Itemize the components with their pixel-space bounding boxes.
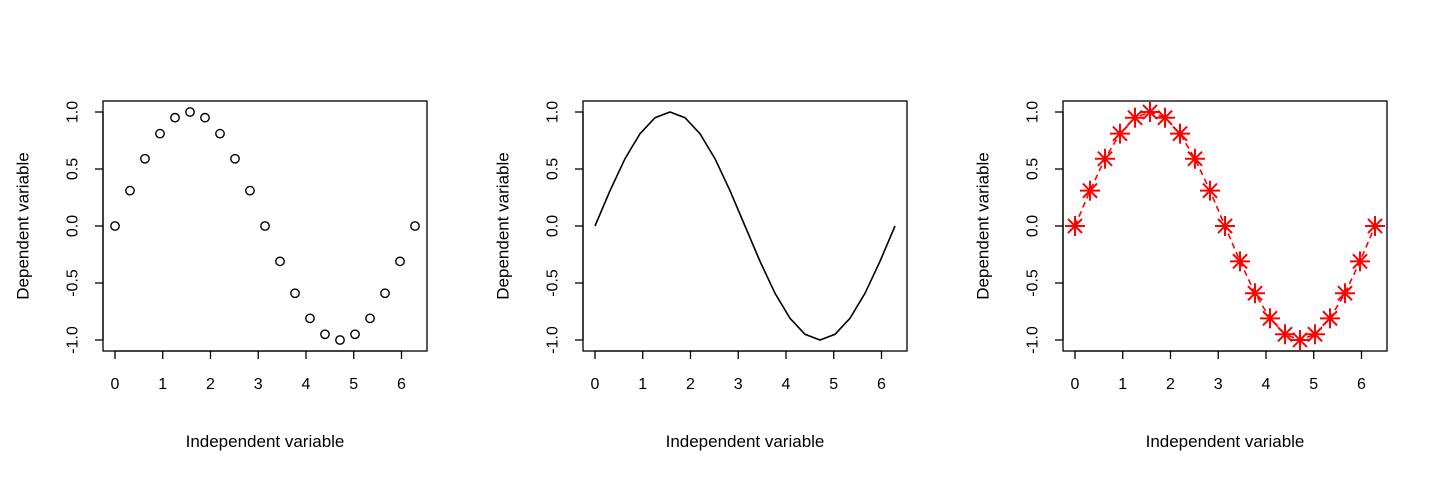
x-tick-label: 6 (877, 376, 886, 393)
data-point (1335, 283, 1356, 304)
y-axis-title: Dependent variable (14, 152, 33, 299)
x-tick-label: 5 (1309, 376, 1318, 393)
x-tick-label: 4 (782, 376, 791, 393)
y-tick-label: 0.5 (545, 158, 562, 180)
x-tick-label: 1 (158, 376, 167, 393)
data-point (1215, 216, 1236, 236)
x-tick-label: 5 (829, 376, 838, 393)
data-point (185, 107, 195, 117)
data-point (1184, 148, 1205, 169)
data-point (1169, 123, 1190, 144)
x-axis-title: Independent variable (186, 432, 345, 451)
data-point (1274, 324, 1295, 345)
y-axis-title: Dependent variable (974, 152, 993, 299)
data-point (1155, 107, 1176, 128)
data-point (1125, 107, 1146, 128)
data-point (320, 329, 330, 340)
data-point (260, 221, 270, 231)
data-point (350, 329, 360, 340)
data-point (215, 128, 225, 139)
x-tick-label: 1 (638, 376, 647, 393)
series-line (594, 111, 896, 341)
x-axis-title: Independent variable (666, 432, 825, 451)
data-point (275, 256, 285, 267)
data-point (290, 288, 300, 299)
x-tick-label: 3 (1214, 376, 1223, 393)
data-point (380, 288, 390, 299)
data-point (1350, 251, 1371, 272)
x-tick-label: 4 (1262, 376, 1271, 393)
y-tick-label: 1.0 (545, 101, 562, 123)
data-point (140, 153, 150, 164)
x-tick-label: 3 (734, 376, 743, 393)
y-tick-label: -1.0 (545, 326, 562, 354)
data-point (305, 313, 315, 324)
y-axis-title: Dependent variable (494, 152, 513, 299)
data-point (1245, 283, 1266, 304)
data-point (170, 112, 180, 123)
x-tick-label: 6 (397, 376, 406, 393)
chart-panel-1: 0 1 2 3 4 5 6 -1.0 -0.5 0.0 0.5 1.0 Independent vari… (14, 100, 428, 451)
data-point (1365, 216, 1385, 236)
data-point (365, 313, 375, 324)
x-tick-label: 3 (254, 376, 263, 393)
data-point (200, 112, 210, 123)
data-point (245, 185, 255, 196)
y-tick-label: -0.5 (65, 269, 82, 297)
x-axis-title: Independent variable (1146, 432, 1305, 451)
y-tick-label: -0.5 (1025, 269, 1042, 297)
x-tick-label: 2 (686, 376, 695, 393)
x-tick-label: 0 (1071, 376, 1080, 393)
data-point (230, 153, 240, 164)
data-point (1289, 330, 1310, 350)
x-tick-label: 2 (1166, 376, 1175, 393)
data-point (125, 185, 135, 196)
y-tick-label: 0.0 (1025, 215, 1042, 237)
chart-panel-2: 0 1 2 3 4 5 6 -1.0 -0.5 0.0 0.5 1.0 Independent vari… (494, 100, 908, 451)
y-tick-label: -1.0 (65, 326, 82, 354)
x-tick-label: 5 (349, 376, 358, 393)
data-point (1320, 308, 1341, 329)
chart-panel-3: 0 1 2 3 4 5 6 -1.0 -0.5 0.0 0.5 1.0 Independent vari… (974, 100, 1388, 451)
data-point (1230, 251, 1251, 272)
x-tick-label: 0 (591, 376, 600, 393)
y-tick-label: -0.5 (545, 269, 562, 297)
x-tick-label: 0 (111, 376, 120, 393)
y-tick-label: 0.5 (65, 158, 82, 180)
data-point (1065, 216, 1085, 236)
data-point (335, 335, 345, 345)
data-point (1140, 102, 1161, 122)
data-point (110, 221, 120, 231)
x-tick-label: 4 (302, 376, 311, 393)
data-point (1094, 148, 1115, 169)
data-point (1079, 180, 1100, 201)
x-tick-label: 1 (1118, 376, 1127, 393)
y-tick-label: 1.0 (1025, 101, 1042, 123)
y-tick-label: -1.0 (1025, 326, 1042, 354)
data-point (1109, 123, 1130, 144)
data-point (410, 221, 420, 231)
x-tick-label: 6 (1357, 376, 1366, 393)
y-tick-label: 0.0 (65, 215, 82, 237)
data-point (1199, 180, 1220, 201)
data-point (1305, 324, 1326, 345)
data-point (1260, 308, 1281, 329)
y-tick-label: 0.5 (1025, 158, 1042, 180)
y-tick-label: 1.0 (65, 101, 82, 123)
plot-frame (102, 100, 428, 352)
data-point (155, 128, 165, 139)
y-tick-label: 0.0 (545, 215, 562, 237)
x-tick-label: 2 (206, 376, 215, 393)
data-point (395, 256, 405, 267)
